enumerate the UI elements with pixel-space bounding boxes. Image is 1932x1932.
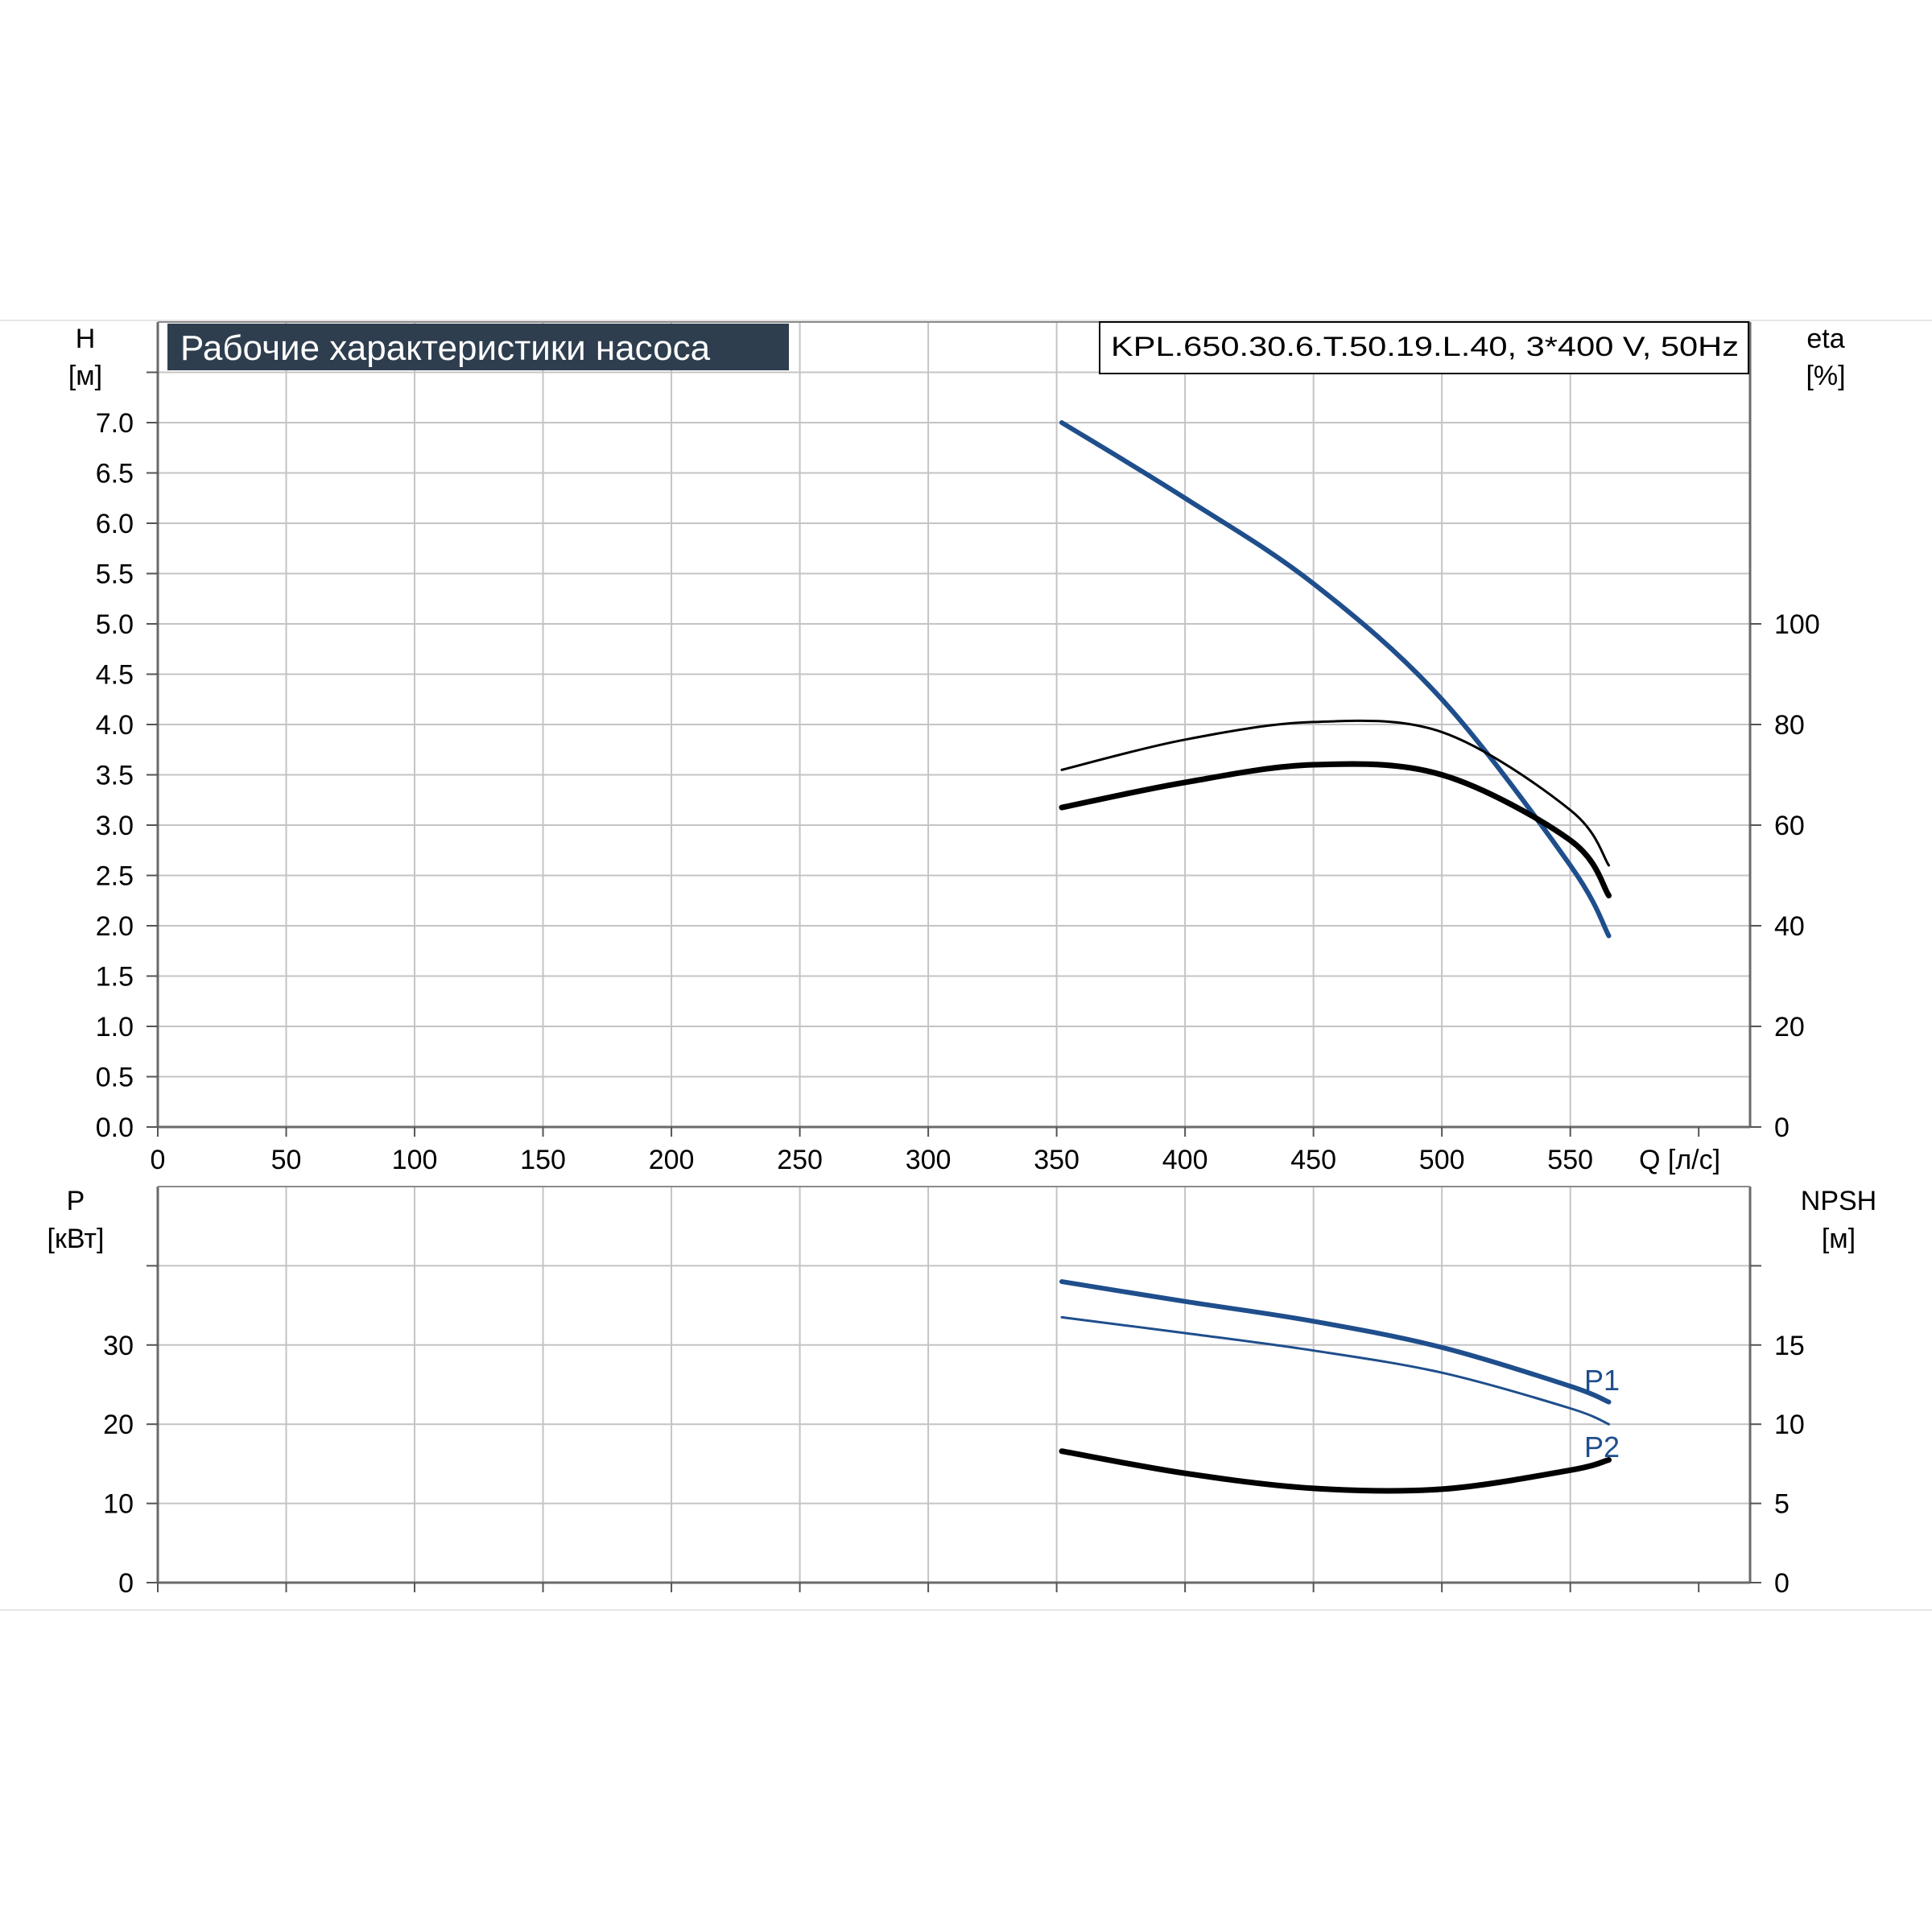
- y-tick-label: 1.0: [96, 1012, 134, 1042]
- title-box: [167, 324, 789, 370]
- x-tick-label: 250: [777, 1145, 823, 1175]
- axes: [147, 1186, 1761, 1592]
- y2-tick-label: 80: [1774, 710, 1805, 741]
- x-tick-label: 350: [1034, 1145, 1080, 1175]
- p1-label: P1: [1584, 1364, 1620, 1397]
- series-line-head: [1059, 420, 1612, 939]
- y-tick-label: 5.0: [96, 609, 134, 640]
- y-tick-label: 2.5: [96, 861, 134, 892]
- y2-tick-label: 0: [1774, 1568, 1790, 1599]
- y-tick-label: 3.5: [96, 761, 134, 791]
- x-tick-label: 150: [520, 1145, 566, 1175]
- series-group: [1059, 420, 1612, 939]
- x-tick-label: 0: [151, 1145, 166, 1175]
- chart-title: Рабочие характеристики насоса: [180, 328, 711, 368]
- y-tick-label: 6.5: [96, 459, 134, 489]
- y-tick-label: 7.0: [96, 408, 134, 439]
- npsh-axis-unit: [м]: [1822, 1224, 1856, 1254]
- y2-tick-label: 5: [1774, 1489, 1790, 1520]
- npsh-axis-label: NPSH: [1801, 1186, 1876, 1216]
- x-tick-label: 200: [649, 1145, 695, 1175]
- p2-label: P2: [1584, 1430, 1620, 1463]
- y-tick-label: 20: [103, 1410, 134, 1440]
- y-tick-label: 4.0: [96, 710, 134, 741]
- h-axis-label: H: [76, 324, 96, 354]
- y2-tick-label: 10: [1774, 1410, 1805, 1440]
- p-axis-unit: [кВт]: [47, 1224, 105, 1254]
- x-tick-label: 300: [906, 1145, 952, 1175]
- y2-tick-label: 15: [1774, 1331, 1805, 1361]
- y-tick-label: 10: [103, 1489, 134, 1520]
- power-npsh-panel: 0 10 20 30 0 5 10 15: [103, 1186, 1805, 1599]
- y2-tick-label: 100: [1774, 609, 1820, 640]
- y-tick-label: 2.0: [96, 911, 134, 942]
- y-tick-label: 0.0: [96, 1113, 134, 1143]
- y-tick-label: 3.0: [96, 811, 134, 841]
- series-line-P1: [1059, 1279, 1612, 1405]
- h-axis-unit: [м]: [68, 361, 102, 391]
- grid: [158, 1187, 1750, 1583]
- y2-tick-label: 0: [1774, 1113, 1790, 1143]
- eta-axis-label: eta: [1806, 324, 1844, 354]
- y-tick-label: 0: [118, 1568, 134, 1599]
- series-line-eta-thick: [1059, 761, 1612, 898]
- series-line-npsh: [1059, 1448, 1612, 1494]
- x-tick-label: 550: [1547, 1145, 1593, 1175]
- y-tick-label: 5.5: [96, 559, 134, 590]
- series-group: [1059, 1279, 1612, 1494]
- tick-labels: 0.0 0.5 1.0 1.5 2.0 2.5 3.0 3.5 4.0 4.5 5.0 5.5 6.0 6…: [96, 408, 1820, 1175]
- x-tick-label: 500: [1419, 1145, 1465, 1175]
- y2-tick-label: 60: [1774, 811, 1805, 841]
- series-line-eta-thin: [1060, 719, 1610, 867]
- x-tick-label: 400: [1162, 1145, 1208, 1175]
- y2-tick-label: 40: [1774, 911, 1805, 942]
- y-tick-label: 1.5: [96, 962, 134, 993]
- y-tick-label: 0.5: [96, 1063, 134, 1093]
- y-tick-label: 30: [103, 1331, 134, 1361]
- model-label: KPL.650.30.6.T.50.19.L.40, 3*400 V, 50Hz: [1111, 332, 1739, 362]
- model-box: [1099, 321, 1749, 374]
- series-line-P2: [1060, 1315, 1610, 1426]
- y2-tick-label: 20: [1774, 1012, 1805, 1042]
- eta-axis-unit: [%]: [1806, 361, 1845, 391]
- y-tick-label: 6.0: [96, 509, 134, 539]
- x-tick-label: 450: [1290, 1145, 1336, 1175]
- tick-labels: 0 10 20 30 0 5 10 15: [103, 1331, 1805, 1599]
- p-axis-label: P: [67, 1186, 85, 1216]
- q-axis-label: Q [л/с]: [1639, 1145, 1720, 1175]
- grid: [158, 322, 1750, 1127]
- x-tick-label: 100: [392, 1145, 438, 1175]
- x-tick-label: 50: [271, 1145, 302, 1175]
- head-efficiency-panel: 0.0 0.5 1.0 1.5 2.0 2.5 3.0 3.5 4.0 4.5 5.0 5.5 6.0 6…: [96, 321, 1820, 1175]
- y-tick-label: 4.5: [96, 660, 134, 691]
